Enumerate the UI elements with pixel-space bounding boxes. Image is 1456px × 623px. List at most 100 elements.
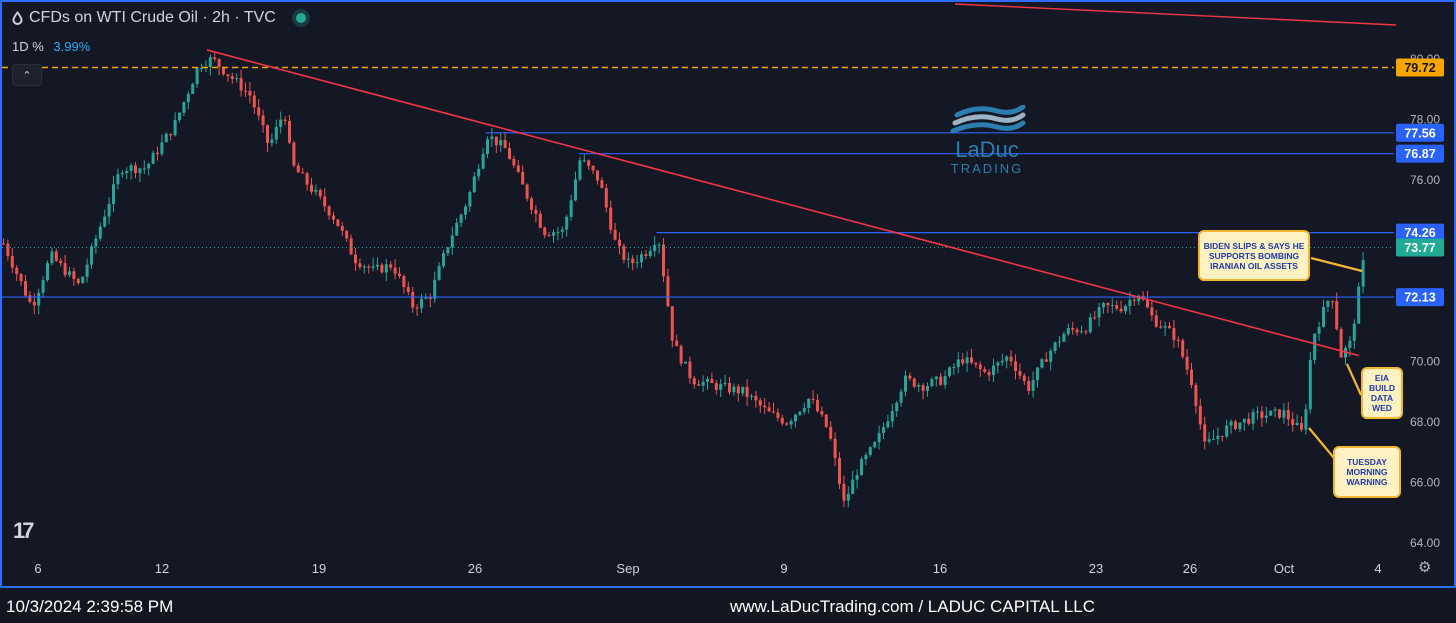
candle-body [411,292,415,308]
candle-body [732,386,736,393]
candle-body [530,198,533,210]
upper-trend-line [954,3,1397,26]
candle-body [182,102,186,113]
candle-body [402,275,406,288]
price-chart[interactable]: 64.0066.0068.0070.0072.0074.0076.0078.00… [0,0,1456,588]
candle-body [1009,356,1013,362]
candle-body [371,266,375,268]
candle-body [912,378,916,387]
candle-body [1216,435,1220,439]
annotation-eia: EIA BUILD DATA WED [1361,367,1403,419]
candle-body [477,168,481,177]
candle-body [864,454,868,460]
y-tick-label: 64.00 [1410,536,1440,550]
candle-body [90,246,93,265]
candle-body [376,264,379,267]
candle-body [622,245,626,260]
candle-body [433,279,437,299]
candle-body [890,411,894,422]
candle-body [1066,328,1070,334]
candle-body [776,412,780,418]
candle-body [327,206,331,216]
price-label-72.13: 72.13 [1404,291,1435,305]
candle-body [736,386,740,394]
candle-body [772,411,775,413]
candle-body [98,226,102,239]
last-price-bg [1396,238,1444,257]
candle-body [917,385,921,387]
x-tick-label: 9 [780,561,787,576]
candle-body [332,215,335,220]
candle-body [1022,375,1026,381]
candle-body [112,184,115,204]
candle-body [684,361,687,364]
tradingview-logo-icon: 17 [13,518,35,543]
candle-body [213,57,217,60]
candle-body [2,243,5,245]
candle-body [1282,410,1286,418]
candle-body [1286,410,1290,420]
candle-body [899,391,903,403]
candle-body [987,371,991,376]
candle-body [1339,329,1343,358]
candle-body [345,230,349,239]
candle-body [992,365,995,376]
candle-body [543,227,547,236]
candle-body [1168,326,1171,329]
candle-body [591,165,595,171]
candle-body [1150,307,1154,316]
candle-body [63,263,67,276]
candle-body [1181,340,1185,357]
price-label-bg [1396,123,1444,142]
candle-body [1159,326,1163,328]
candle-body [54,251,58,261]
candle-body [1088,317,1092,333]
chart-frame [0,0,1456,588]
settings-gear-icon[interactable]: ⚙ [1418,559,1432,576]
candle-body [367,266,371,268]
candle-body [956,359,960,367]
candle-body [15,267,19,274]
candle-body [1075,329,1079,333]
snapshot-timestamp: 10/3/2024 2:39:58 PM [6,597,174,616]
y-tick-label: 70.00 [1410,355,1440,369]
candle-body [556,231,560,233]
candle-body [1256,411,1259,413]
candle-body [930,379,934,386]
candle-body [305,173,309,185]
y-tick-label: 76.00 [1410,173,1440,187]
candle-body [235,78,239,80]
candle-body [288,120,291,143]
candle-body [701,381,705,386]
candle-body [666,276,670,307]
candle-body [1229,421,1233,426]
candle-body [384,264,388,273]
symbol-title[interactable]: CFDs on WTI Crude Oil · 2h · TVC [29,9,276,26]
candle-body [169,133,173,136]
candle-body [552,232,555,236]
candle-body [525,184,529,199]
candle-body [838,458,841,484]
candle-body [763,405,767,408]
candle-body [596,170,599,181]
candle-body [1361,260,1365,287]
candle-body [459,214,463,223]
candle-body [662,244,665,277]
price-label-76.87: 76.87 [1404,147,1435,161]
candle-body [706,378,709,382]
candle-body [723,382,727,385]
candle-body [1326,301,1330,307]
candle-body [450,235,454,248]
candle-body [1352,323,1356,341]
candle-body [521,171,525,185]
candle-body [842,483,846,501]
candle-body [618,239,621,246]
candle-body [186,93,190,103]
candle-body [886,421,890,428]
candle-body [103,216,107,227]
collapse-legend-button[interactable]: ⌃ [12,64,42,86]
candle-body [1313,333,1317,361]
candle-body [1124,306,1127,312]
candle-body [688,361,692,379]
candle-body [728,382,731,393]
